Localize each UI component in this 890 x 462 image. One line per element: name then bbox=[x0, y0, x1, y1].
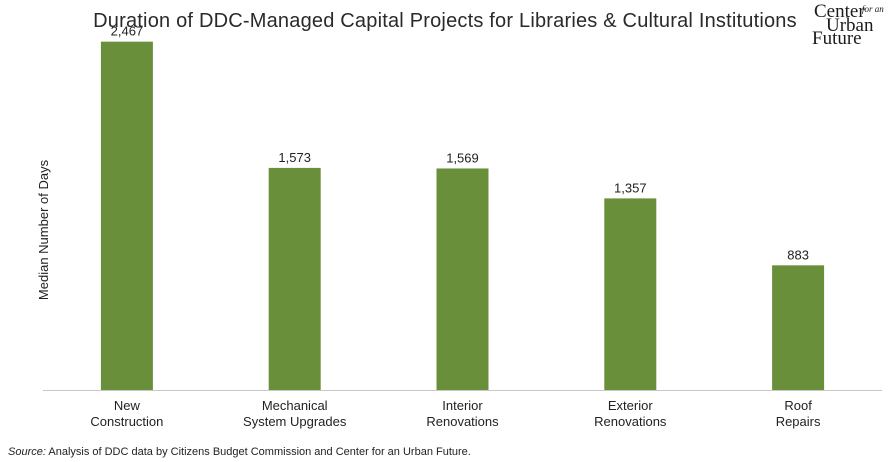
value-labels-group: 2,467 1,573 1,569 1,357 883 bbox=[111, 24, 809, 263]
category-label: Exterior Renovations bbox=[594, 398, 667, 429]
category-label: New Construction bbox=[90, 398, 163, 429]
source-note: Source: Analysis of DDC data by Citizens… bbox=[8, 446, 471, 458]
data-label: 1,357 bbox=[614, 180, 647, 195]
logo-word-urban: Urban bbox=[826, 15, 874, 36]
y-axis-label: Median Number of Days bbox=[36, 159, 51, 300]
source-text: Analysis of DDC data by Citizens Budget … bbox=[45, 446, 471, 458]
bar bbox=[100, 41, 153, 390]
bar bbox=[268, 167, 321, 390]
logo-word-future: Future bbox=[812, 28, 862, 49]
bar bbox=[772, 265, 825, 390]
category-label: Mechanical System Upgrades bbox=[243, 398, 347, 429]
bar bbox=[604, 198, 657, 390]
chart-title: Duration of DDC-Managed Capital Projects… bbox=[93, 10, 797, 32]
data-label: 1,569 bbox=[446, 150, 479, 165]
data-label: 883 bbox=[787, 247, 809, 262]
category-labels-group: New Construction Mechanical System Upgrades… bbox=[90, 398, 821, 429]
category-label: Roof Repairs bbox=[776, 398, 821, 429]
center-for-urban-future-logo: Center for an Urban Future bbox=[804, 2, 888, 48]
category-label: Interior Renovations bbox=[426, 398, 499, 429]
data-label: 1,573 bbox=[278, 150, 311, 165]
data-label: 2,467 bbox=[111, 24, 144, 39]
logo-word-for-an: for an bbox=[862, 4, 884, 14]
bar bbox=[436, 168, 489, 390]
source-label: Source: bbox=[8, 446, 46, 458]
logo-word-center: Center bbox=[814, 1, 865, 22]
bars-group bbox=[100, 41, 825, 390]
